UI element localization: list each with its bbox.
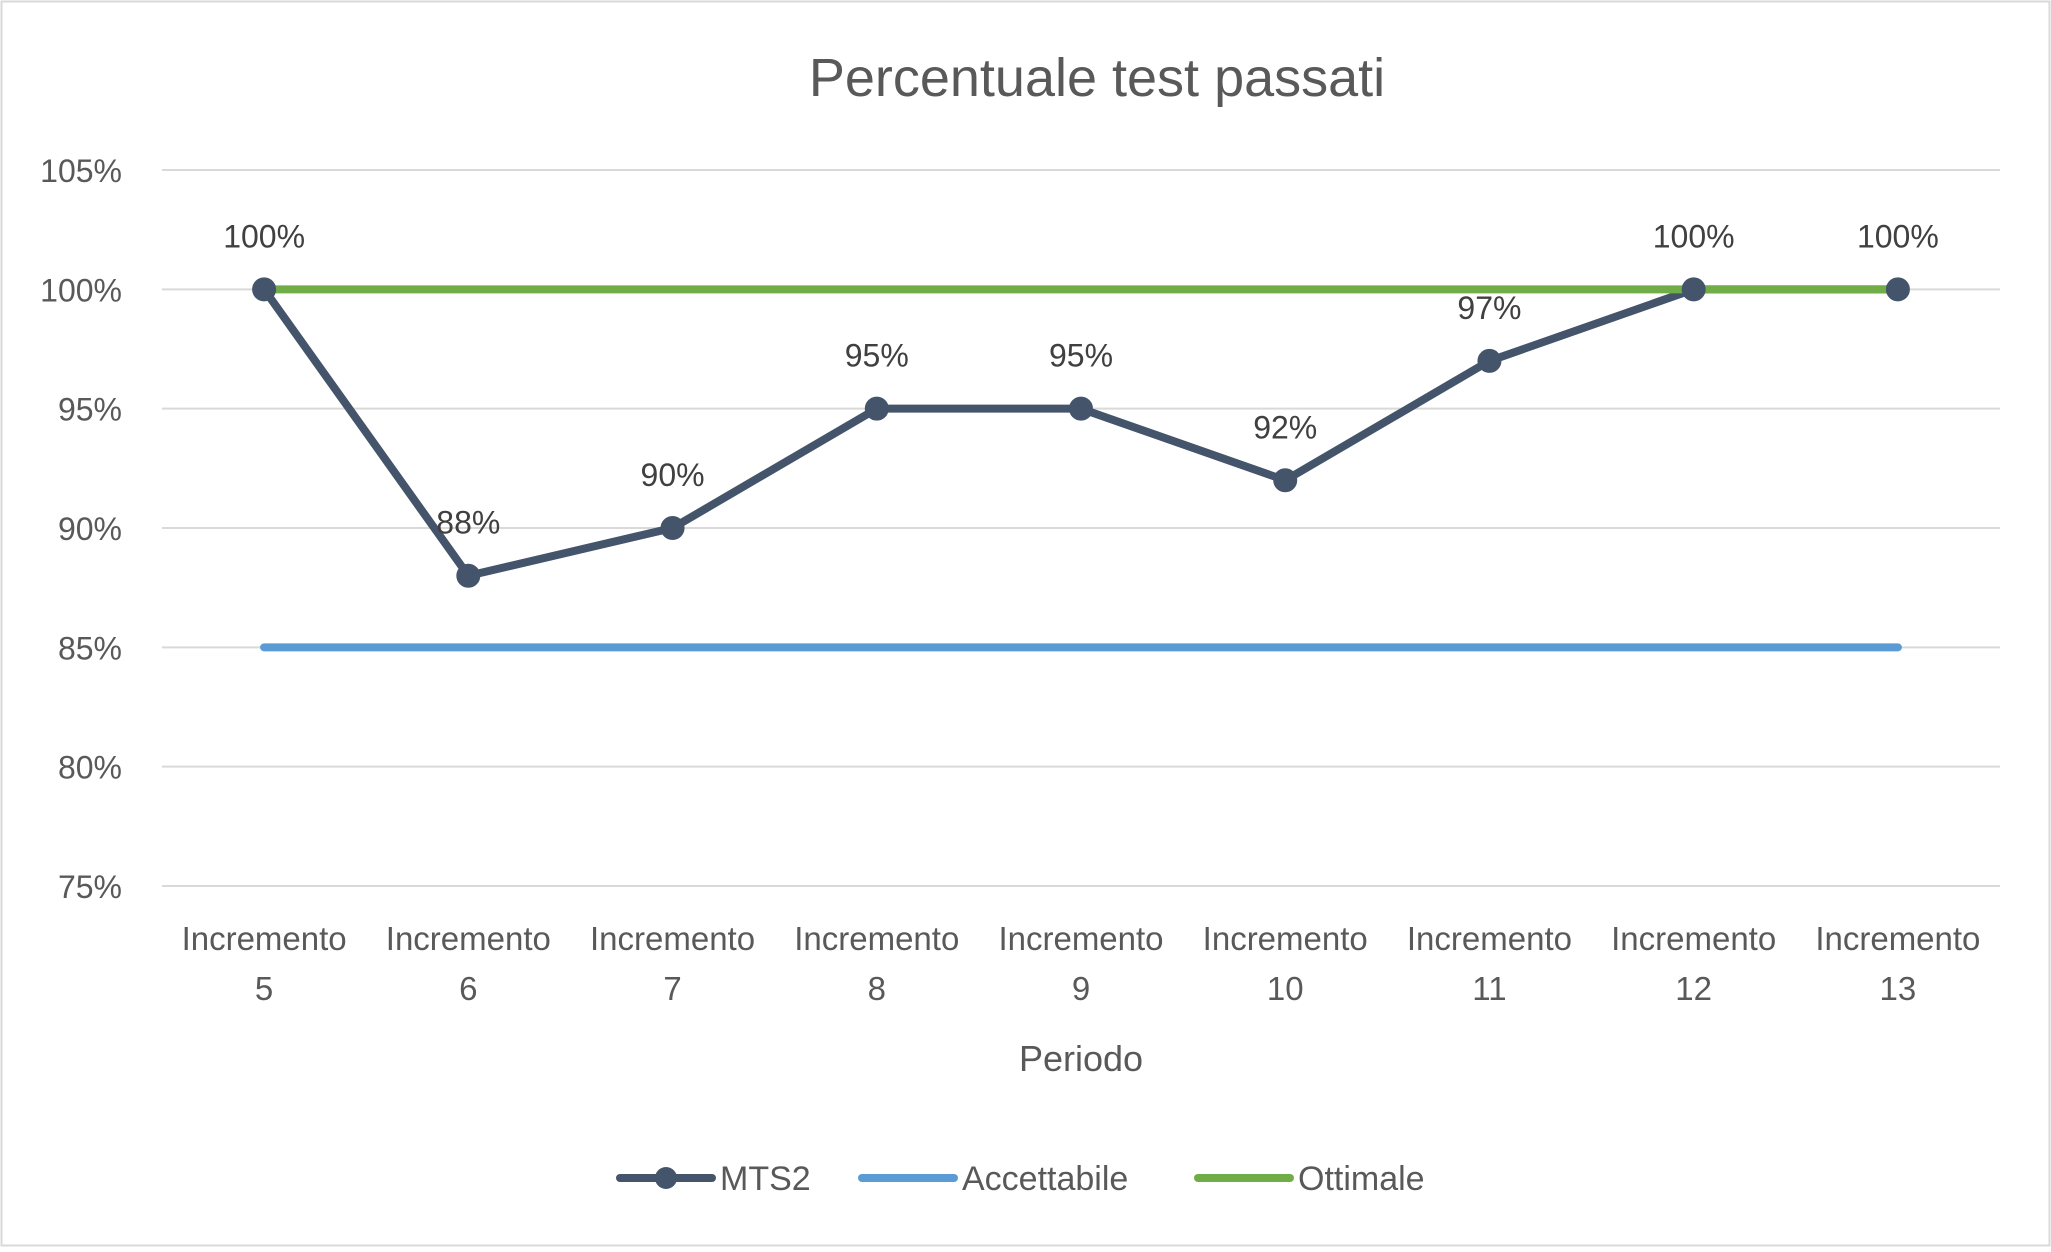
x-tick-label: Incremento 8 [794, 920, 959, 1007]
data-point-marker [1069, 396, 1093, 421]
data-point-marker [1681, 277, 1706, 302]
data-point-marker [660, 516, 685, 540]
x-tick-label-line: Incremento [998, 920, 1163, 957]
data-point-marker [252, 277, 277, 302]
legend-item-accettabile: Accettabile [858, 1160, 1128, 1198]
x-tick-label: Incremento 9 [998, 920, 1163, 1007]
x-tick-label: Incremento 5 [182, 920, 347, 1007]
x-tick-label-line: Incremento [1407, 920, 1572, 957]
data-label: 92% [1253, 409, 1317, 445]
x-tick-label-line: Incremento [1611, 920, 1776, 957]
x-tick-label-line: 12 [1675, 970, 1712, 1007]
x-tick-label: Incremento 7 [590, 920, 755, 1007]
x-tick-label-line: Incremento [794, 920, 959, 957]
data-point-marker [1885, 277, 1910, 302]
y-tick-label: 85% [58, 630, 122, 666]
data-label: 88% [436, 505, 500, 541]
data-label: 95% [845, 338, 909, 374]
legend-label: Ottimale [1298, 1160, 1425, 1198]
data-label: 100% [223, 218, 305, 254]
y-tick-label: 105% [40, 153, 122, 189]
x-tick-label-line: 6 [459, 970, 477, 1007]
y-tick-label: 80% [58, 750, 122, 786]
data-point-marker [1273, 468, 1298, 493]
legend-item-ottimale: Ottimale [1194, 1160, 1425, 1198]
legend-label: MTS2 [720, 1160, 811, 1198]
data-point-marker [1477, 348, 1502, 373]
x-tick-label: Incremento 6 [386, 920, 551, 1007]
data-point-marker [456, 563, 481, 588]
y-tick-label: 95% [58, 392, 122, 428]
x-tick-label-line: Incremento [590, 920, 755, 957]
data-labels: 100% 88% 90% 95% 95% 92% 97% 100% 100% [223, 218, 1939, 540]
x-tick-label-line: 10 [1267, 970, 1304, 1007]
x-tick-label-line: 9 [1072, 970, 1090, 1007]
legend-marker [655, 1167, 677, 1189]
y-tick-label: 100% [40, 272, 122, 308]
data-label: 97% [1457, 290, 1521, 326]
x-tick-label-line: 5 [255, 970, 273, 1007]
x-tick-label: Incremento 10 [1203, 920, 1368, 1007]
x-tick-label: Incremento 13 [1815, 920, 1980, 1007]
data-label: 95% [1049, 338, 1113, 374]
x-tick-label-line: 8 [868, 970, 886, 1007]
data-label: 100% [1653, 218, 1735, 254]
series-markers [252, 277, 1910, 588]
x-axis-title: Periodo [1019, 1038, 1143, 1079]
x-tick-label-line: 13 [1880, 970, 1917, 1007]
x-tick-label-line: Incremento [1815, 920, 1980, 957]
data-label: 100% [1857, 218, 1939, 254]
x-tick-label-line: 11 [1472, 970, 1506, 1007]
legend-item-mts2: MTS2 [616, 1160, 811, 1198]
chart-title: Percentuale test passati [809, 48, 1385, 108]
data-point-marker [864, 396, 889, 421]
y-tick-label: 90% [58, 511, 122, 547]
x-tick-label: Incremento 12 [1611, 920, 1776, 1007]
y-axis-tick-labels: 75% 80% 85% 90% 95% 100% 105% [40, 153, 122, 905]
x-tick-label-line: 7 [663, 970, 681, 1007]
x-tick-label: Incremento 11 [1407, 920, 1572, 1007]
x-tick-label-line: Incremento [182, 920, 347, 957]
y-tick-label: 75% [58, 869, 122, 905]
legend-label: Accettabile [962, 1160, 1128, 1198]
legend: MTS2 Accettabile Ottimale [616, 1160, 1425, 1198]
x-tick-label-line: Incremento [1203, 920, 1368, 957]
x-tick-label-line: Incremento [386, 920, 551, 957]
data-label: 90% [641, 457, 705, 493]
